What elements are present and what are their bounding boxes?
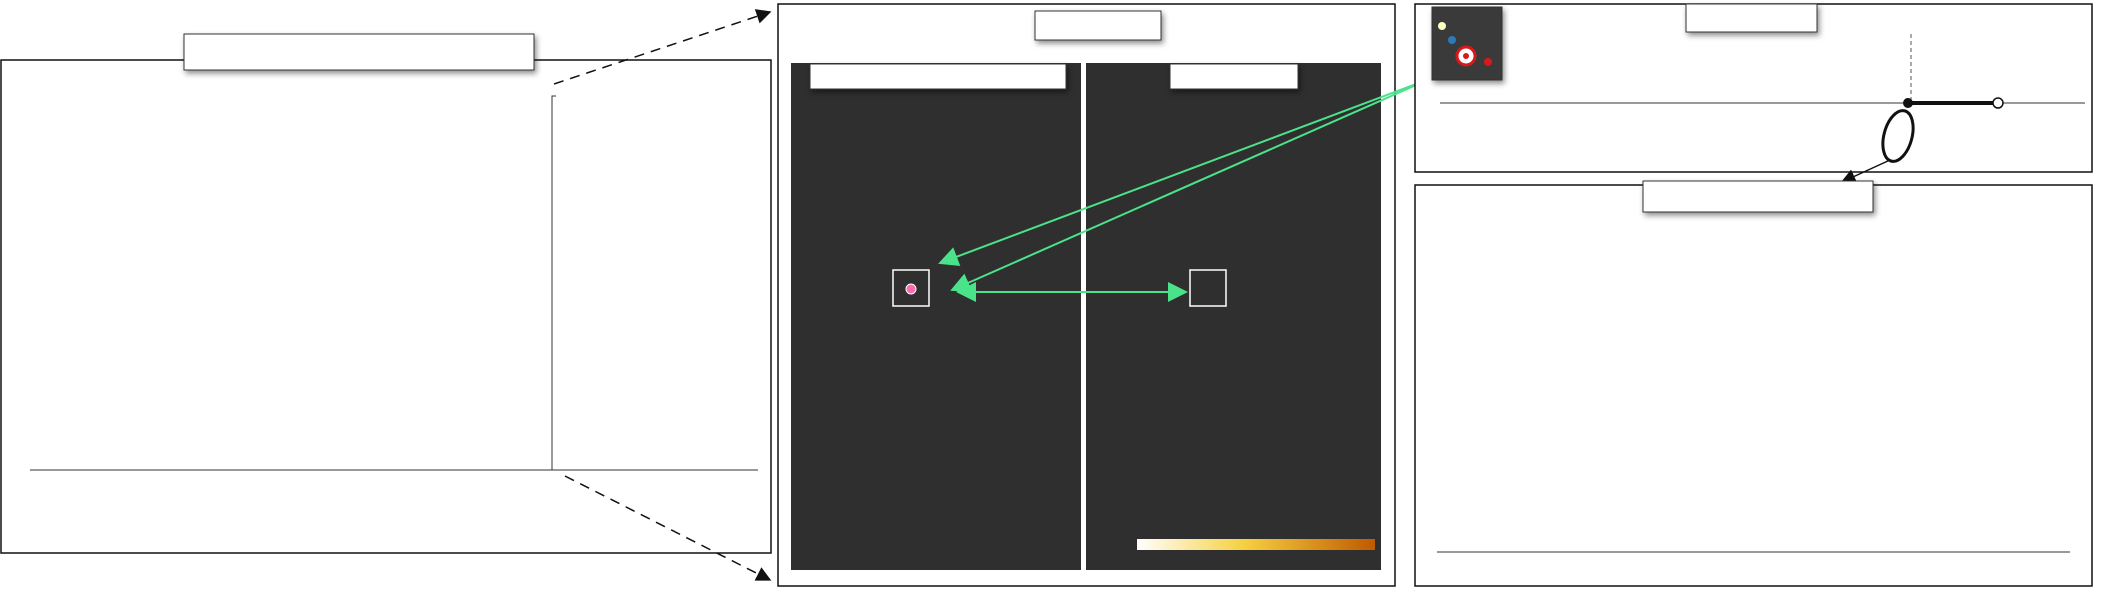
week-panel: [0, 59, 772, 554]
map-title-box: [1169, 63, 1299, 90]
day-highlight: [1881, 109, 1915, 163]
slice-title-box: [1034, 10, 1162, 41]
focus-box: [1189, 269, 1227, 307]
day-panel: [1414, 184, 2093, 587]
classification-map: [791, 63, 1081, 570]
slice-bracket: [551, 95, 556, 471]
vertex-title-box: [1685, 3, 1818, 33]
map-title-box: [809, 63, 1067, 90]
range-start: [1903, 98, 1913, 108]
signal-map: [1086, 63, 1381, 570]
connector: [553, 9, 772, 85]
day-title-box: [1642, 180, 1874, 213]
focus-vertex: [905, 283, 917, 295]
week-title-box: [183, 33, 535, 71]
colorbar: [1137, 539, 1375, 550]
vertex-inset: [1431, 6, 1503, 81]
link-arrow: [938, 77, 1433, 267]
day-arrow: [1840, 159, 1891, 184]
focus-box: [892, 269, 930, 307]
connector: [564, 475, 772, 581]
range-end: [1992, 97, 2004, 109]
link-arrow: [950, 77, 1433, 292]
